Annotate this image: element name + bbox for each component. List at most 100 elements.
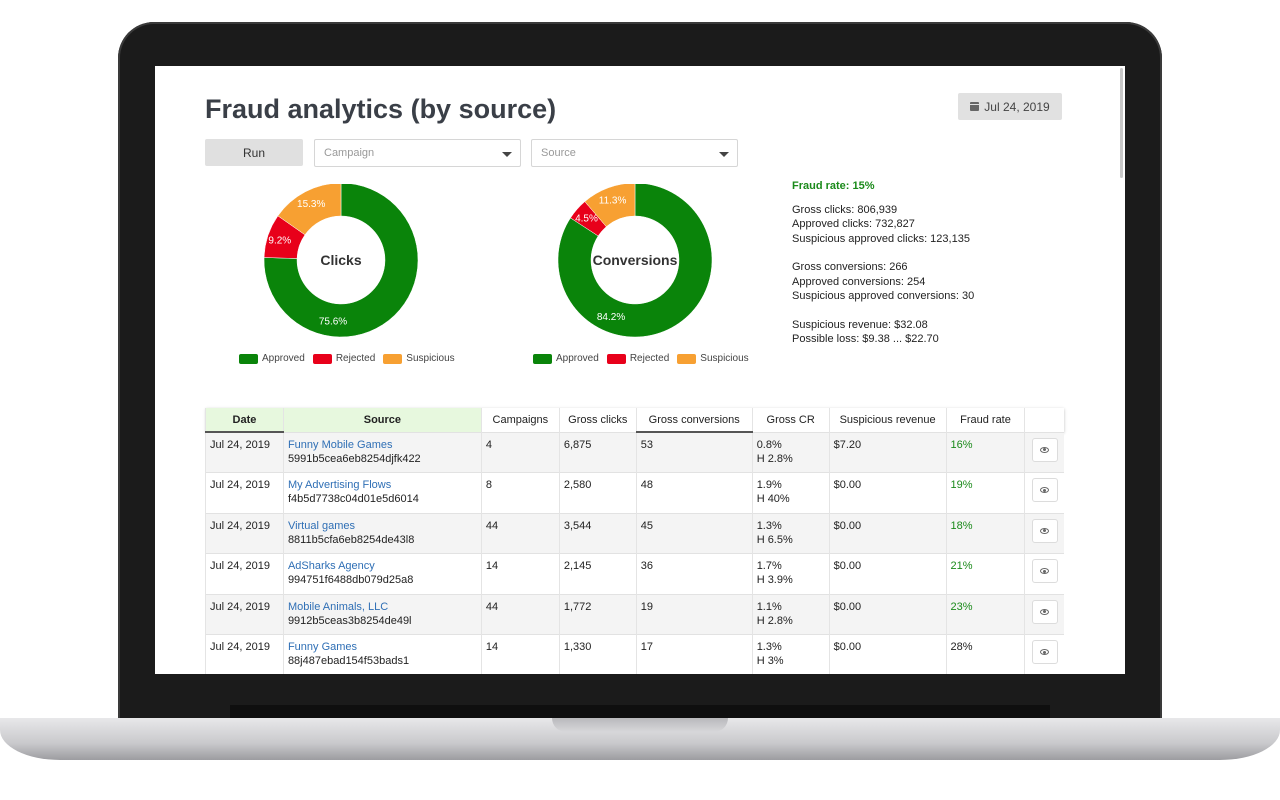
approved-conversions-stat: Approved conversions: 254 xyxy=(792,275,926,288)
col-header-campaigns[interactable]: Campaigns xyxy=(480,408,560,432)
slice-label: 75.6% xyxy=(319,316,347,327)
source-cell: Mobile Animals, LLC 9912b5ceas3b8254de49l xyxy=(282,593,482,635)
stats-panel: Fraud rate: 15% Gross clicks: 806,939 Ap… xyxy=(792,179,974,347)
eye-icon xyxy=(1040,487,1050,493)
action-cell xyxy=(1024,431,1064,473)
slice-label: 9.2% xyxy=(268,236,291,247)
donut-slice-suspicious[interactable] xyxy=(277,184,342,236)
source-link[interactable]: Mobile Animals, LLC xyxy=(287,600,389,613)
view-button[interactable] xyxy=(1031,478,1058,502)
source-id: 9912b5ceas3b8254de49l xyxy=(287,614,412,627)
fraud-rate-cell: 18% xyxy=(945,512,1025,554)
col-header-suspicious-revenue[interactable]: Suspicious revenue xyxy=(828,408,947,432)
fraud-rate-cell: 19% xyxy=(945,472,1025,513)
suspicious-swatch xyxy=(677,353,697,364)
gross-conversions-cell: 36 xyxy=(635,553,753,594)
gross-clicks-cell: 2,145 xyxy=(558,553,637,594)
source-id: 5991b5cea6eb8254djfk422 xyxy=(287,452,421,465)
source-select[interactable]: Source xyxy=(531,139,738,167)
col-header-gross-conversions[interactable]: Gross conversions xyxy=(635,408,753,433)
rejected-swatch xyxy=(606,353,626,364)
source-select-placeholder: Source xyxy=(541,147,576,159)
col-header-date[interactable]: Date xyxy=(205,408,284,433)
legend-label: Approved xyxy=(556,353,599,364)
slice-label: 84.2% xyxy=(597,312,625,323)
col-header-gross-cr[interactable]: Gross CR xyxy=(751,408,830,432)
gross-conversions-cell: 48 xyxy=(635,472,753,513)
action-cell xyxy=(1024,512,1064,554)
suspicious-revenue-cell: $0.00 xyxy=(828,593,947,635)
fraud-rate-cell: 28% xyxy=(945,634,1025,674)
legend-label: Approved xyxy=(262,353,305,364)
view-button[interactable] xyxy=(1031,599,1058,624)
action-cell xyxy=(1024,553,1064,594)
campaign-select[interactable]: Campaign xyxy=(314,139,521,167)
gross-conversions-cell: 19 xyxy=(635,593,753,635)
suspicious-approved-clicks-stat: Suspicious approved clicks: 123,135 xyxy=(792,232,970,245)
donut-slice-suspicious[interactable] xyxy=(584,184,636,227)
eye-icon xyxy=(1040,649,1050,655)
campaigns-cell: 4 xyxy=(480,431,560,473)
source-link[interactable]: Funny Games xyxy=(287,641,358,653)
source-cell: My Advertising Flows f4b5d7738c04d01e5d60… xyxy=(282,472,482,513)
slice-label: 11.3% xyxy=(599,196,627,207)
table-row: Jul 24, 2019 Virtual games 8811b5cfa6eb825… xyxy=(205,512,1064,554)
calendar-icon xyxy=(970,102,980,111)
suspicious-revenue-stat: Suspicious revenue: $32.08 xyxy=(792,318,928,331)
col-header-source[interactable]: Source xyxy=(282,408,482,432)
conversions-chart: 84.2% 4.5% 11.3% Conversions xyxy=(525,184,745,374)
gross-clicks-cell: 2,580 xyxy=(558,472,637,513)
donut-slice-approved[interactable] xyxy=(557,184,713,338)
table-row: Jul 24, 2019 Funny Mobile Games 5991b5cea6… xyxy=(205,431,1064,473)
fraud-rate-cell: 16% xyxy=(945,431,1025,473)
gross-cr-cell: 1.9% H 40% xyxy=(751,472,830,513)
gross-conversions-cell: 17 xyxy=(635,634,753,674)
table-row: Jul 24, 2019 Mobile Animals, LLC 9912b5cea… xyxy=(205,593,1064,635)
cr-value: 1.3% xyxy=(756,641,782,653)
gross-clicks-cell: 1,772 xyxy=(558,593,637,635)
view-button[interactable] xyxy=(1031,518,1058,543)
cr-value: 0.8% xyxy=(756,438,782,451)
date-cell: Jul 24, 2019 xyxy=(205,634,284,674)
eye-icon xyxy=(1040,568,1050,574)
cr-h-value: H 3% xyxy=(756,655,784,667)
slice-label: 15.3% xyxy=(297,199,325,210)
suspicious-revenue-cell: $0.00 xyxy=(828,472,947,513)
gross-clicks-stat: Gross clicks: 806,939 xyxy=(792,203,898,216)
approved-swatch xyxy=(239,353,258,364)
source-link[interactable]: AdSharks Agency xyxy=(287,560,375,572)
date-cell: Jul 24, 2019 xyxy=(205,593,284,635)
source-id: 88j487ebad154f53bads1 xyxy=(287,655,410,667)
suspicious-revenue-cell: $0.00 xyxy=(828,512,947,554)
campaign-select-placeholder: Campaign xyxy=(324,147,375,159)
conversions-donut-svg: 84.2% 4.5%11.3% Conversions xyxy=(557,184,713,338)
date-picker-button[interactable]: Jul 24, 2019 xyxy=(958,93,1062,120)
campaigns-cell: 14 xyxy=(480,553,560,594)
source-link[interactable]: Funny Mobile Games xyxy=(287,438,393,451)
scrollbar[interactable] xyxy=(1120,68,1123,178)
page-title: Fraud analytics (by source) xyxy=(205,94,557,124)
suspicious-swatch xyxy=(383,353,403,364)
view-button[interactable] xyxy=(1031,437,1058,462)
col-header-fraud-rate[interactable]: Fraud rate xyxy=(945,408,1025,432)
col-header-gross-clicks[interactable]: Gross clicks xyxy=(558,408,637,432)
source-cell: Funny Games 88j487ebad154f53bads1 xyxy=(282,634,482,674)
date-cell: Jul 24, 2019 xyxy=(205,553,284,594)
gross-conversions-cell: 45 xyxy=(635,512,753,554)
source-link[interactable]: My Advertising Flows xyxy=(287,479,392,491)
gross-cr-cell: 0.8% H 2.8% xyxy=(751,431,830,473)
gross-clicks-cell: 3,544 xyxy=(558,512,637,554)
run-button[interactable]: Run xyxy=(205,139,303,166)
clicks-chart: 75.6% 9.2% 15.3% Clicks xyxy=(231,184,451,374)
action-cell xyxy=(1024,472,1064,513)
source-link[interactable]: Virtual games xyxy=(287,519,355,532)
campaigns-cell: 44 xyxy=(480,593,560,635)
chevron-down-icon xyxy=(719,152,729,157)
view-button[interactable] xyxy=(1031,559,1058,583)
legend-suspicious: Suspicious xyxy=(383,353,455,364)
view-button[interactable] xyxy=(1031,640,1058,664)
donut-slice-approved[interactable] xyxy=(263,184,419,338)
gross-conversions-stat: Gross conversions: 266 xyxy=(792,261,908,273)
slice-label: 4.5% xyxy=(575,213,598,224)
date-cell: Jul 24, 2019 xyxy=(205,512,284,554)
